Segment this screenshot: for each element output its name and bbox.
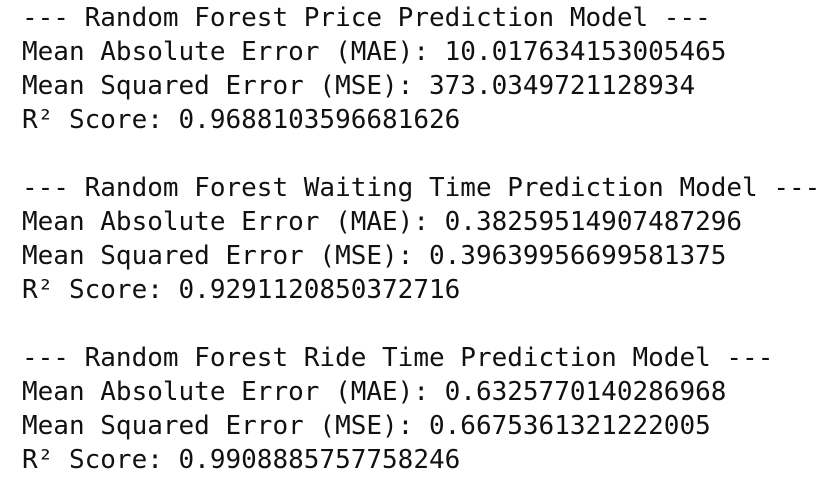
metric-line: Mean Absolute Error (MAE): 10.0176341530… (22, 37, 727, 67)
metric-line: Mean Squared Error (MSE): 0.667536132122… (22, 411, 711, 441)
metric-line: R² Score: 0.9908885757758246 (22, 445, 461, 475)
section-header: --- Random Forest Ride Time Prediction M… (22, 343, 774, 373)
metric-line: Mean Absolute Error (MAE): 0.63257701402… (22, 377, 727, 407)
metric-line: R² Score: 0.9291120850372716 (22, 275, 461, 305)
section-header: --- Random Forest Waiting Time Predictio… (22, 173, 821, 203)
metric-line: Mean Squared Error (MSE): 0.396399566995… (22, 241, 727, 271)
metric-line: Mean Absolute Error (MAE): 0.38259514907… (22, 207, 743, 237)
section-header: --- Random Forest Price Prediction Model… (22, 3, 711, 33)
metric-line: R² Score: 0.9688103596681626 (22, 105, 461, 135)
metric-line: Mean Squared Error (MSE): 373.0349721128… (22, 71, 696, 101)
